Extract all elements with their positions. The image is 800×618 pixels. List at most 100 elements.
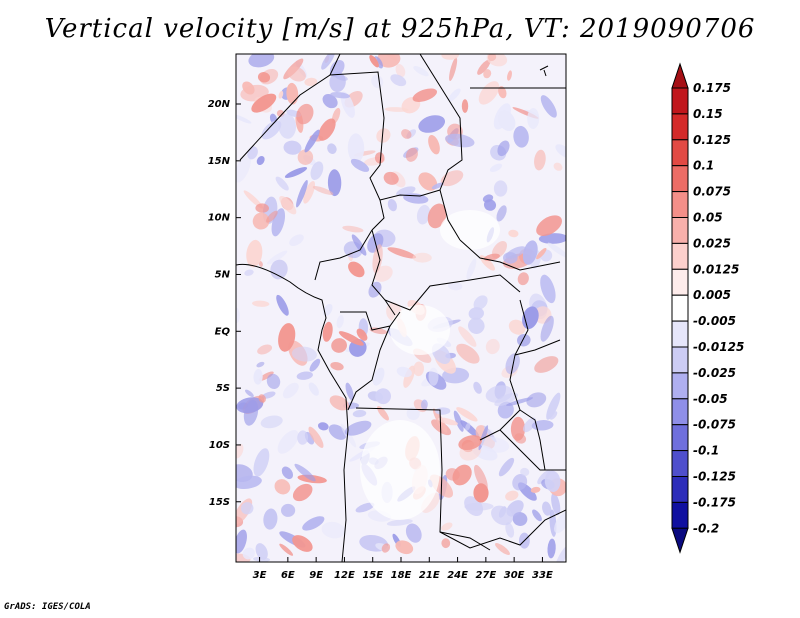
field-patch (352, 409, 367, 418)
colorbar-label: 0.125 (693, 133, 731, 147)
colorbar-label: -0.125 (693, 470, 736, 484)
field-patch (342, 225, 364, 233)
field-patch (553, 162, 563, 171)
coast-red-sea (539, 65, 549, 77)
lon-tick-label: 15E (362, 570, 383, 581)
field-patch (240, 502, 254, 515)
field-patch (371, 74, 384, 89)
field-patch (534, 149, 546, 171)
field-patch (460, 420, 480, 438)
field-patch (347, 133, 365, 163)
field-patch (251, 93, 277, 113)
colorbar-swatch (671, 346, 689, 374)
field-patch (322, 94, 338, 109)
field-patch (478, 81, 500, 105)
field-patch (387, 198, 398, 212)
colorbar-label: -0.05 (693, 392, 728, 406)
field-patch (547, 242, 566, 258)
lat-tick-label: 20N (208, 99, 231, 110)
field-patch (395, 540, 414, 555)
field-patch (282, 382, 299, 399)
field-patch (390, 74, 407, 87)
lat-tick-label: 15N (208, 156, 231, 167)
field-patch (317, 422, 329, 431)
field-patch (330, 362, 344, 371)
field-patch (372, 367, 385, 386)
field-patch (258, 261, 263, 267)
field-patch (318, 118, 336, 141)
field-patch (396, 186, 416, 197)
field-patch (263, 508, 278, 530)
field-patch (449, 57, 458, 82)
field-patch (257, 72, 271, 83)
field-patch (507, 70, 512, 81)
field-patch (252, 300, 270, 307)
field-patch (253, 556, 271, 562)
field-patch (505, 522, 515, 538)
colorbar-label: 0.075 (693, 185, 731, 199)
field-patch (493, 180, 508, 197)
field-patch (468, 307, 484, 320)
lon-tick-label: 27E (475, 570, 496, 581)
border-chad-sudan (419, 54, 463, 241)
field-patch (236, 307, 240, 323)
field-patch (480, 436, 510, 453)
field-patch (340, 423, 357, 448)
field-patch (416, 204, 431, 225)
border-congo-gabon (340, 311, 401, 331)
atlantic-coastline (236, 263, 349, 562)
field-patch (278, 323, 296, 352)
field-patch (236, 397, 264, 414)
chart-title: Vertical velocity [m/s] at 925hPa, VT: 2… (44, 14, 756, 44)
field-patch (386, 519, 413, 526)
field-patch (401, 129, 412, 139)
lat-tick-label: EQ (215, 326, 231, 337)
colorbar-swatch (671, 165, 689, 193)
border-chad-south (379, 189, 441, 201)
field-patch (530, 486, 541, 493)
field-patch (266, 210, 278, 223)
lat-tick-label: 15S (209, 497, 230, 508)
field-patch (387, 247, 417, 259)
field-patch (458, 435, 483, 451)
colorbar-swatch (671, 372, 689, 400)
field-patch (289, 234, 304, 247)
country-borders (236, 54, 566, 562)
field-patch (468, 317, 485, 334)
field-patch (487, 54, 497, 62)
border-tanzania-zambia (499, 429, 566, 471)
field-patch (350, 158, 370, 172)
field-patch (491, 505, 513, 526)
field-patch (277, 430, 299, 454)
field-patch (329, 59, 345, 77)
field-patch (448, 88, 461, 102)
field-patch (327, 143, 337, 154)
field-patch (321, 521, 346, 539)
border-nigeria-cameroon (314, 229, 373, 281)
border-congo-drc (347, 325, 391, 411)
field-patch (513, 125, 529, 148)
field-patch (412, 88, 438, 102)
colorbar-arrow-top (671, 62, 689, 89)
border-north-west (239, 54, 341, 161)
field-patch (413, 361, 425, 377)
colorbar-label: 0.025 (693, 236, 731, 250)
calm-region (360, 420, 440, 520)
field-patch (284, 167, 308, 178)
calm-region (440, 210, 500, 250)
field-patch (376, 128, 391, 143)
field-patch (294, 463, 316, 482)
field-patch (544, 470, 561, 492)
field-patch (308, 382, 319, 396)
field-patch (266, 373, 281, 390)
field-patch (383, 171, 399, 185)
colorbar-label: -0.2 (693, 521, 719, 535)
field-patch (303, 180, 316, 204)
field-patch (453, 410, 464, 432)
field-patch (281, 503, 296, 517)
field-patch (274, 479, 291, 495)
field-patch (369, 55, 379, 68)
colorbar-swatch (671, 398, 689, 426)
field-patch (405, 523, 422, 543)
field-patch (473, 295, 488, 310)
